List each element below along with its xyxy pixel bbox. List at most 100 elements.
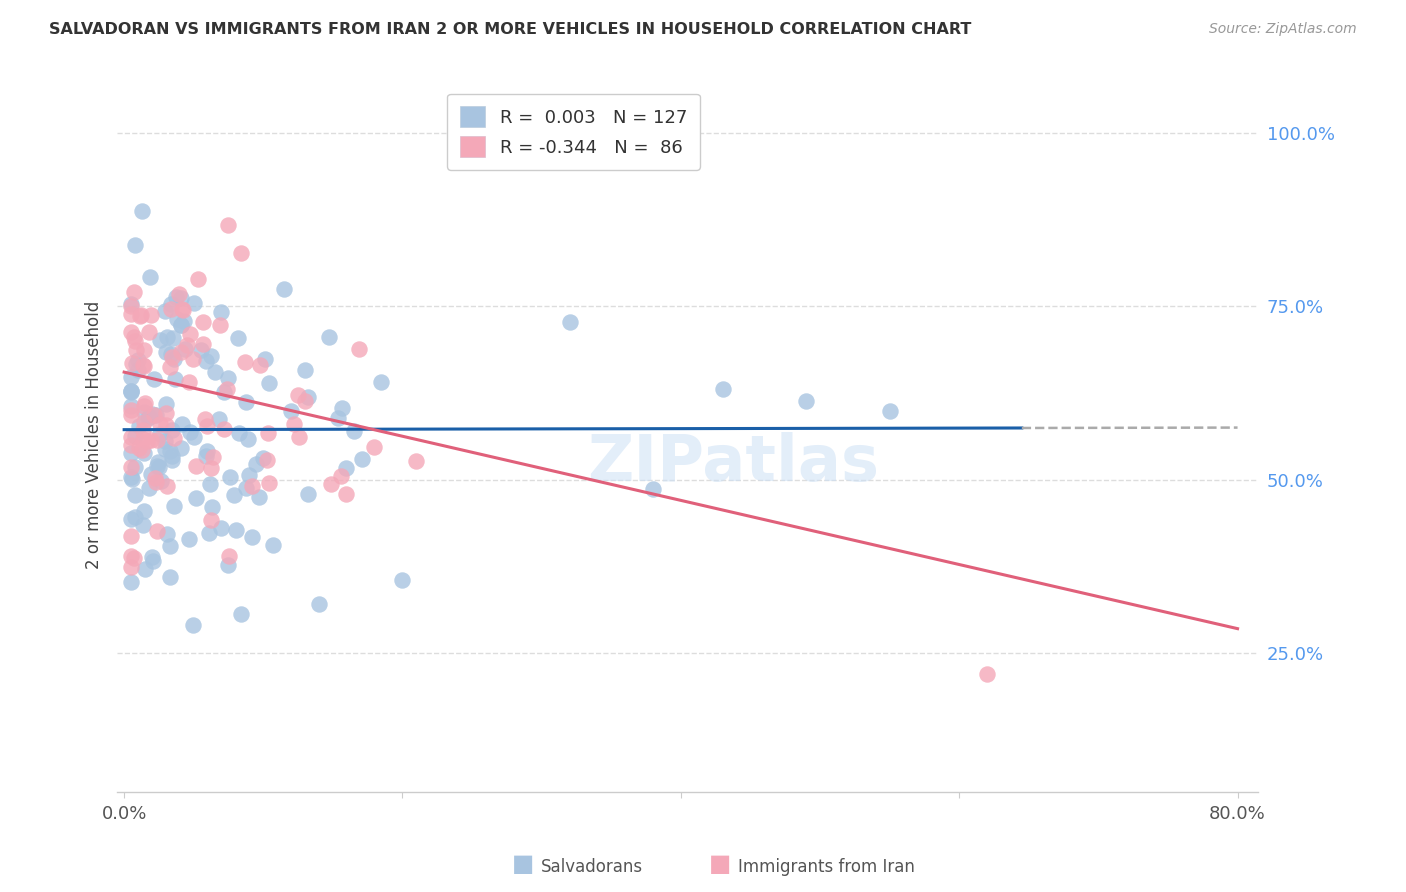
Point bbox=[155, 417, 177, 432]
Point bbox=[165, 372, 187, 386]
Point bbox=[159, 443, 181, 458]
Point bbox=[294, 363, 316, 377]
Point bbox=[235, 481, 257, 495]
Point bbox=[247, 491, 270, 505]
Point bbox=[131, 203, 153, 218]
Point bbox=[159, 539, 181, 553]
Point bbox=[124, 238, 146, 252]
Point bbox=[193, 336, 215, 351]
Point bbox=[217, 382, 239, 396]
Point bbox=[134, 404, 156, 418]
Point bbox=[132, 358, 155, 372]
Point bbox=[146, 524, 169, 538]
Point bbox=[124, 330, 146, 344]
Point bbox=[200, 461, 222, 475]
Point bbox=[195, 353, 218, 368]
Point bbox=[124, 459, 146, 474]
Point bbox=[352, 451, 374, 466]
Point bbox=[181, 618, 204, 632]
Point bbox=[193, 315, 215, 329]
Point bbox=[156, 527, 179, 541]
Y-axis label: 2 or more Vehicles in Household: 2 or more Vehicles in Household bbox=[86, 301, 103, 568]
Point bbox=[173, 313, 195, 327]
Point bbox=[131, 442, 153, 457]
Point bbox=[641, 482, 664, 496]
Point bbox=[183, 296, 205, 310]
Point bbox=[162, 331, 184, 345]
Point bbox=[179, 532, 201, 546]
Point bbox=[132, 433, 155, 447]
Point bbox=[208, 412, 231, 426]
Point bbox=[159, 360, 181, 375]
Point bbox=[170, 344, 193, 359]
Point bbox=[155, 397, 177, 411]
Point bbox=[287, 429, 309, 443]
Point bbox=[201, 500, 224, 514]
Point bbox=[558, 315, 581, 329]
Point bbox=[328, 411, 350, 425]
Point bbox=[229, 246, 252, 260]
Point bbox=[318, 330, 340, 344]
Point bbox=[138, 481, 160, 495]
Point bbox=[257, 475, 280, 490]
Point bbox=[194, 412, 217, 426]
Point bbox=[262, 538, 284, 552]
Point bbox=[120, 384, 142, 399]
Point bbox=[124, 429, 146, 443]
Point bbox=[170, 318, 193, 332]
Point bbox=[155, 345, 177, 359]
Point bbox=[160, 423, 183, 437]
Point bbox=[141, 434, 163, 448]
Point bbox=[145, 408, 167, 422]
Point bbox=[149, 475, 172, 489]
Point bbox=[183, 430, 205, 444]
Point bbox=[120, 469, 142, 483]
Text: ■: ■ bbox=[709, 852, 731, 876]
Point bbox=[124, 285, 146, 299]
Point bbox=[229, 607, 252, 621]
Point bbox=[121, 471, 143, 485]
Point bbox=[217, 558, 239, 572]
Point bbox=[128, 310, 150, 324]
Point bbox=[343, 424, 366, 438]
Point bbox=[179, 326, 201, 341]
Point bbox=[120, 384, 142, 399]
Point bbox=[257, 426, 280, 441]
Point bbox=[142, 554, 165, 568]
Point bbox=[134, 562, 156, 576]
Point bbox=[139, 269, 162, 284]
Point bbox=[202, 450, 225, 464]
Point bbox=[212, 421, 235, 435]
Point bbox=[363, 440, 385, 454]
Point bbox=[711, 382, 734, 396]
Point bbox=[209, 521, 232, 535]
Point bbox=[297, 487, 319, 501]
Point bbox=[141, 549, 163, 564]
Point bbox=[236, 432, 259, 446]
Point bbox=[153, 304, 176, 318]
Point bbox=[335, 486, 357, 500]
Point bbox=[321, 476, 343, 491]
Point bbox=[162, 452, 184, 467]
Point bbox=[132, 423, 155, 437]
Point bbox=[976, 666, 998, 681]
Point bbox=[162, 352, 184, 367]
Point bbox=[146, 455, 169, 469]
Point bbox=[160, 347, 183, 361]
Point bbox=[163, 431, 186, 445]
Point bbox=[226, 331, 249, 345]
Point bbox=[148, 427, 170, 442]
Point bbox=[149, 417, 172, 432]
Point bbox=[145, 475, 167, 490]
Point bbox=[170, 301, 193, 316]
Point bbox=[252, 451, 274, 466]
Point bbox=[132, 359, 155, 373]
Point bbox=[200, 349, 222, 363]
Point bbox=[187, 271, 209, 285]
Point bbox=[165, 290, 187, 304]
Point bbox=[204, 365, 226, 379]
Point bbox=[120, 296, 142, 310]
Point bbox=[120, 307, 142, 321]
Text: Salvadorans: Salvadorans bbox=[541, 858, 644, 876]
Point bbox=[330, 401, 353, 416]
